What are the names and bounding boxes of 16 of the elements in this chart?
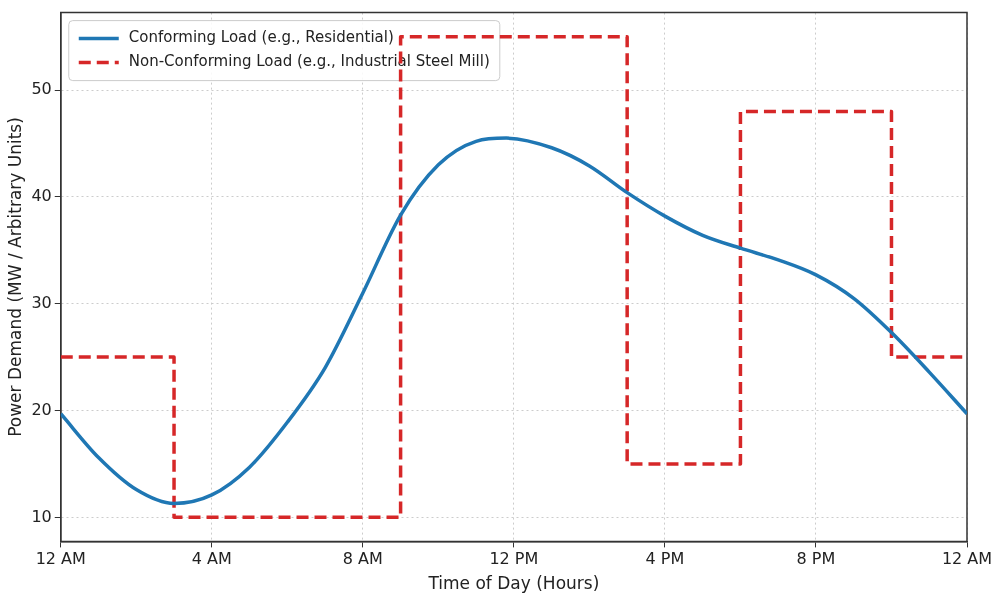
x-tick-label: 4 AM (191, 549, 232, 569)
x-tick-label: 12 PM (489, 549, 539, 569)
x-tick-label: 4 PM (645, 549, 685, 569)
y-tick-label: 40 (31, 186, 52, 206)
x-tick-label: 12 AM (35, 549, 86, 569)
legend-label: Conforming Load (e.g., Residential) (128, 28, 394, 47)
x-tick-label: 8 AM (342, 549, 383, 569)
y-tick-label: 10 (31, 506, 52, 526)
x-tick-label: 12 AM (941, 549, 993, 569)
y-tick-label: 50 (31, 79, 52, 99)
x-axis-title: Time of Day (Hours) (427, 573, 600, 594)
y-axis-title: Power Demand (MW / Arbitrary Units) (4, 117, 25, 437)
x-tick-label: 8 PM (796, 549, 836, 569)
legend-label: Non-Conforming Load (e.g., Industrial Steel Mill) (128, 52, 490, 71)
y-tick-label: 30 (31, 292, 52, 312)
y-tick-label: 20 (31, 399, 52, 419)
